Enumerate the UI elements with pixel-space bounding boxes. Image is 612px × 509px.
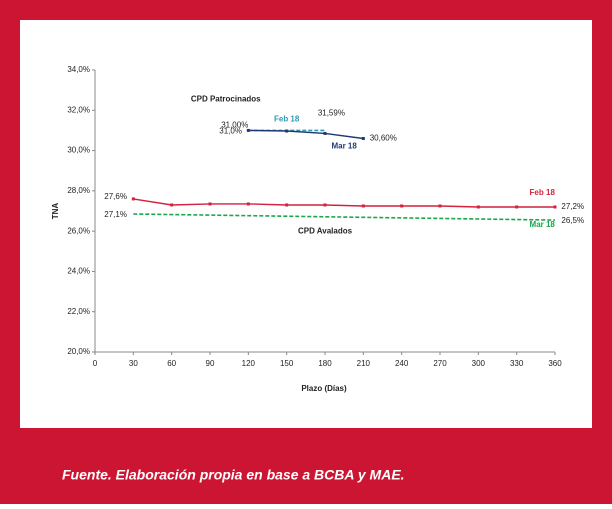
y-tick-label: 24,0% xyxy=(67,267,90,276)
marker xyxy=(323,131,327,135)
annotation: 30,60% xyxy=(370,134,397,143)
y-tick-label: 26,0% xyxy=(67,226,90,235)
annotation: 26,5% xyxy=(561,216,584,225)
y-tick-label: 32,0% xyxy=(67,105,90,114)
series-line xyxy=(133,213,556,221)
annotation: 27,6% xyxy=(104,192,127,201)
y-tick-label: 28,0% xyxy=(67,186,90,195)
marker xyxy=(553,205,557,209)
x-tick-label: 300 xyxy=(472,359,486,368)
marker xyxy=(515,205,519,209)
marker xyxy=(131,197,135,201)
marker xyxy=(285,203,289,207)
marker xyxy=(208,202,212,206)
annotation: 31,0% xyxy=(219,127,242,136)
x-tick-label: 270 xyxy=(433,359,447,368)
annotation: 27,2% xyxy=(561,202,584,211)
y-tick-label: 22,0% xyxy=(67,307,90,316)
marker xyxy=(476,205,480,209)
footer: Fuente. Elaboración propia en base a BCB… xyxy=(62,467,405,483)
x-tick-label: 30 xyxy=(129,359,138,368)
x-tick-label: 210 xyxy=(357,359,371,368)
series-name: Mar 18 xyxy=(530,220,556,229)
marker xyxy=(285,129,289,133)
x-tick-label: 120 xyxy=(242,359,256,368)
x-axis-label: Plazo (Días) xyxy=(301,384,347,393)
y-tick-label: 34,0% xyxy=(67,65,90,74)
y-tick-label: 30,0% xyxy=(67,146,90,155)
y-axis-label: TNA xyxy=(51,203,60,220)
series-line xyxy=(248,129,364,140)
marker xyxy=(400,204,404,208)
x-tick-label: 60 xyxy=(167,359,176,368)
marker xyxy=(361,136,365,140)
annotation: CPD Patrocinados xyxy=(191,94,261,103)
x-tick-label: 240 xyxy=(395,359,409,368)
series-name: Feb 18 xyxy=(530,188,556,197)
series-line xyxy=(133,198,555,208)
x-tick-label: 90 xyxy=(206,359,215,368)
annotation: 31,59% xyxy=(318,108,345,117)
x-tick-label: 0 xyxy=(93,359,98,368)
series-name: Mar 18 xyxy=(331,142,357,151)
annotation: CPD Avalados xyxy=(298,226,353,235)
x-tick-label: 360 xyxy=(548,359,562,368)
chart-panel xyxy=(20,20,592,428)
annotation: 31,00% xyxy=(221,121,248,130)
annotation: 27,1% xyxy=(104,210,127,219)
marker xyxy=(246,202,250,206)
x-tick-label: 180 xyxy=(318,359,332,368)
marker xyxy=(323,203,327,207)
series-name: Feb 18 xyxy=(274,114,300,123)
x-tick-label: 150 xyxy=(280,359,294,368)
x-tick-label: 330 xyxy=(510,359,524,368)
marker xyxy=(438,204,442,208)
y-tick-label: 20,0% xyxy=(67,347,90,356)
marker xyxy=(170,203,174,207)
marker xyxy=(246,128,250,132)
marker xyxy=(361,204,365,208)
